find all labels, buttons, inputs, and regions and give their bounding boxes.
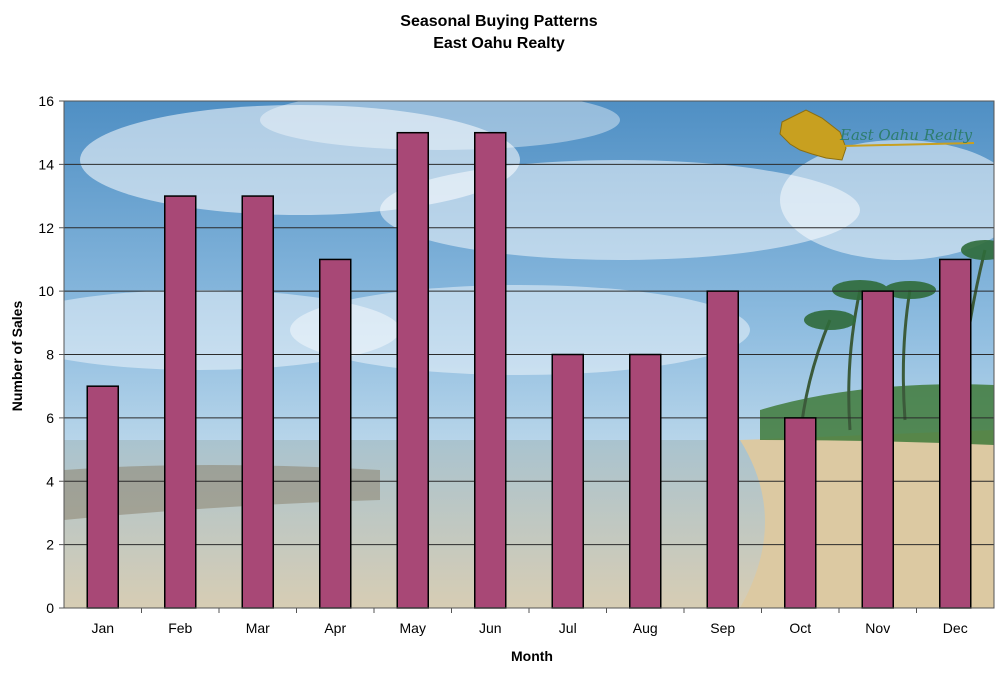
- x-tick-label: Sep: [710, 620, 735, 636]
- y-tick-label: 10: [38, 283, 54, 299]
- bar-nov: [861, 290, 894, 609]
- x-tick-label: Feb: [168, 620, 192, 636]
- bar-sep: [706, 290, 739, 609]
- bar-jul: [551, 353, 584, 609]
- x-tick-label: Jul: [559, 620, 577, 636]
- x-tick-label: Jan: [91, 620, 114, 636]
- y-tick-label: 16: [38, 93, 54, 109]
- y-tick-label: 8: [46, 347, 54, 363]
- bar-apr: [319, 258, 352, 609]
- bar-aug: [629, 353, 662, 609]
- x-tick-label: Dec: [943, 620, 968, 636]
- bar-may: [396, 131, 429, 609]
- y-tick-label: 6: [46, 410, 54, 426]
- x-tick-label: Jun: [479, 620, 502, 636]
- bar-jun: [474, 131, 507, 609]
- x-tick-label: May: [400, 620, 426, 636]
- x-tick-label: Oct: [789, 620, 811, 636]
- bar-mar: [241, 195, 274, 609]
- bar-oct: [784, 417, 817, 609]
- y-axis: 0 2 4 6 8 10 12 14 16: [38, 93, 65, 616]
- oahu-island-icon: [779, 109, 847, 161]
- y-tick-label: 0: [46, 600, 54, 616]
- bars: [86, 131, 972, 609]
- logo-text: East Oahu Realty: [839, 126, 973, 144]
- y-axis-title: Number of Sales: [9, 301, 25, 412]
- chart-title: Seasonal Buying Patterns: [400, 13, 597, 30]
- y-tick-label: 2: [46, 537, 54, 553]
- x-tick-label: Mar: [246, 620, 270, 636]
- x-axis-title: Month: [511, 648, 553, 664]
- x-axis: Jan Feb Mar Apr May Jun Jul Aug Sep Oct Nov Dec: [64, 607, 994, 636]
- bar-feb: [164, 195, 197, 609]
- x-tick-label: Apr: [324, 620, 346, 636]
- bar-dec: [939, 258, 972, 609]
- y-tick-label: 4: [46, 473, 54, 489]
- logo: East Oahu Realty: [779, 109, 975, 161]
- x-tick-label: Nov: [865, 620, 890, 636]
- y-tick-label: 14: [38, 156, 54, 172]
- x-tick-label: Aug: [633, 620, 658, 636]
- y-tick-label: 12: [38, 220, 54, 236]
- bar-jan: [86, 385, 119, 609]
- chart-subtitle: East Oahu Realty: [433, 35, 565, 52]
